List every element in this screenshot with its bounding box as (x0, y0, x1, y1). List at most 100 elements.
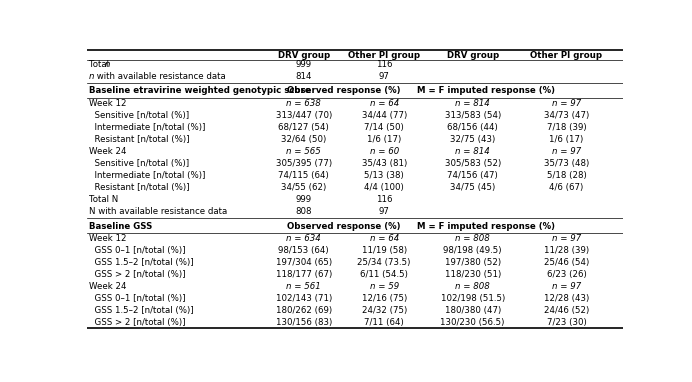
Text: n = 814: n = 814 (455, 99, 490, 108)
Text: 7/14 (50): 7/14 (50) (364, 123, 404, 132)
Text: Baseline GSS: Baseline GSS (89, 222, 152, 230)
Text: Week 24: Week 24 (89, 147, 127, 156)
Text: 34/44 (77): 34/44 (77) (361, 111, 407, 120)
Text: 74/115 (64): 74/115 (64) (278, 171, 329, 180)
Text: n = 60: n = 60 (370, 147, 399, 156)
Text: 98/153 (64): 98/153 (64) (278, 246, 329, 255)
Text: n: n (89, 72, 95, 81)
Text: 197/304 (65): 197/304 (65) (275, 258, 331, 267)
Text: 32/64 (50): 32/64 (50) (281, 135, 327, 144)
Text: Observed response (%): Observed response (%) (287, 86, 401, 96)
Text: Week 12: Week 12 (89, 234, 127, 243)
Text: n: n (104, 60, 110, 69)
Text: 999: 999 (295, 60, 312, 69)
Text: 130/156 (83): 130/156 (83) (275, 318, 332, 327)
Text: Week 24: Week 24 (89, 282, 127, 291)
Text: 118/177 (67): 118/177 (67) (275, 270, 332, 279)
Text: n = 97: n = 97 (552, 234, 581, 243)
Text: 34/75 (45): 34/75 (45) (450, 183, 495, 192)
Text: n = 97: n = 97 (552, 147, 581, 156)
Text: 12/28 (43): 12/28 (43) (544, 294, 589, 303)
Text: 98/198 (49.5): 98/198 (49.5) (444, 246, 502, 255)
Text: 7/11 (64): 7/11 (64) (364, 318, 404, 327)
Text: GSS 0–1 [n/total (%)]: GSS 0–1 [n/total (%)] (89, 246, 185, 255)
Text: 5/18 (28): 5/18 (28) (547, 171, 586, 180)
Text: 34/73 (47): 34/73 (47) (544, 111, 589, 120)
Text: 305/395 (77): 305/395 (77) (275, 159, 331, 168)
Text: 11/19 (58): 11/19 (58) (362, 246, 407, 255)
Text: 24/32 (75): 24/32 (75) (361, 306, 407, 315)
Text: n = 638: n = 638 (286, 99, 321, 108)
Text: Total N: Total N (89, 195, 118, 204)
Text: 999: 999 (295, 195, 312, 204)
Text: n = 97: n = 97 (552, 282, 581, 291)
Text: 11/28 (39): 11/28 (39) (544, 246, 589, 255)
Text: Other PI group: Other PI group (531, 51, 603, 60)
Text: 180/380 (47): 180/380 (47) (444, 306, 501, 315)
Text: 116: 116 (376, 60, 392, 69)
Text: 7/23 (30): 7/23 (30) (547, 318, 586, 327)
Text: 808: 808 (295, 207, 312, 215)
Text: N with available resistance data: N with available resistance data (89, 207, 228, 215)
Text: 12/16 (75): 12/16 (75) (361, 294, 407, 303)
Text: 24/46 (52): 24/46 (52) (544, 306, 589, 315)
Text: n = 634: n = 634 (286, 234, 321, 243)
Text: n = 64: n = 64 (370, 234, 399, 243)
Text: 7/18 (39): 7/18 (39) (547, 123, 586, 132)
Text: n = 97: n = 97 (552, 99, 581, 108)
Text: 68/127 (54): 68/127 (54) (278, 123, 329, 132)
Text: Resistant [n/total (%)]: Resistant [n/total (%)] (89, 183, 190, 192)
Text: 35/43 (81): 35/43 (81) (361, 159, 407, 168)
Text: 68/156 (44): 68/156 (44) (447, 123, 498, 132)
Text: n = 808: n = 808 (455, 282, 490, 291)
Text: 197/380 (52): 197/380 (52) (444, 258, 501, 267)
Text: n = 808: n = 808 (455, 234, 490, 243)
Text: Sensitive [n/total (%)]: Sensitive [n/total (%)] (89, 111, 190, 120)
Text: Total: Total (89, 60, 112, 69)
Text: Intermediate [n/total (%)]: Intermediate [n/total (%)] (89, 171, 206, 180)
Text: n = 565: n = 565 (286, 147, 321, 156)
Text: 35/73 (48): 35/73 (48) (544, 159, 589, 168)
Text: n = 64: n = 64 (370, 99, 399, 108)
Text: DRV group: DRV group (446, 51, 499, 60)
Text: 4/6 (67): 4/6 (67) (549, 183, 583, 192)
Text: M = F imputed response (%): M = F imputed response (%) (417, 222, 555, 230)
Text: Sensitive [n/total (%)]: Sensitive [n/total (%)] (89, 159, 190, 168)
Text: 1/6 (17): 1/6 (17) (549, 135, 583, 144)
Text: Observed response (%): Observed response (%) (287, 222, 401, 230)
Text: 5/13 (38): 5/13 (38) (364, 171, 404, 180)
Text: Resistant [n/total (%)]: Resistant [n/total (%)] (89, 135, 190, 144)
Text: 1/6 (17): 1/6 (17) (367, 135, 401, 144)
Text: GSS 1.5–2 [n/total (%)]: GSS 1.5–2 [n/total (%)] (89, 258, 194, 267)
Text: 102/143 (71): 102/143 (71) (275, 294, 332, 303)
Text: GSS > 2 [n/total (%)]: GSS > 2 [n/total (%)] (89, 318, 185, 327)
Text: 32/75 (43): 32/75 (43) (450, 135, 495, 144)
Text: 116: 116 (376, 195, 392, 204)
Text: Baseline etravirine weighted genotypic score: Baseline etravirine weighted genotypic s… (89, 86, 311, 96)
Text: 6/11 (54.5): 6/11 (54.5) (361, 270, 408, 279)
Text: n = 814: n = 814 (455, 147, 490, 156)
Text: 305/583 (52): 305/583 (52) (444, 159, 501, 168)
Text: 74/156 (47): 74/156 (47) (447, 171, 498, 180)
Text: GSS > 2 [n/total (%)]: GSS > 2 [n/total (%)] (89, 270, 185, 279)
Text: 97: 97 (379, 207, 390, 215)
Text: 313/583 (54): 313/583 (54) (444, 111, 501, 120)
Text: n = 561: n = 561 (286, 282, 321, 291)
Text: 313/447 (70): 313/447 (70) (275, 111, 332, 120)
Text: 118/230 (51): 118/230 (51) (444, 270, 501, 279)
Text: GSS 0–1 [n/total (%)]: GSS 0–1 [n/total (%)] (89, 294, 185, 303)
Text: n = 59: n = 59 (370, 282, 399, 291)
Text: 97: 97 (379, 72, 390, 81)
Text: Other PI group: Other PI group (348, 51, 420, 60)
Text: 102/198 (51.5): 102/198 (51.5) (441, 294, 504, 303)
Text: 34/55 (62): 34/55 (62) (281, 183, 327, 192)
Text: 25/46 (54): 25/46 (54) (544, 258, 589, 267)
Text: 814: 814 (295, 72, 312, 81)
Text: with available resistance data: with available resistance data (93, 72, 226, 81)
Text: 180/262 (69): 180/262 (69) (275, 306, 331, 315)
Text: 4/4 (100): 4/4 (100) (364, 183, 404, 192)
Text: 130/230 (56.5): 130/230 (56.5) (440, 318, 505, 327)
Text: 6/23 (26): 6/23 (26) (547, 270, 586, 279)
Text: DRV group: DRV group (277, 51, 330, 60)
Text: GSS 1.5–2 [n/total (%)]: GSS 1.5–2 [n/total (%)] (89, 306, 194, 315)
